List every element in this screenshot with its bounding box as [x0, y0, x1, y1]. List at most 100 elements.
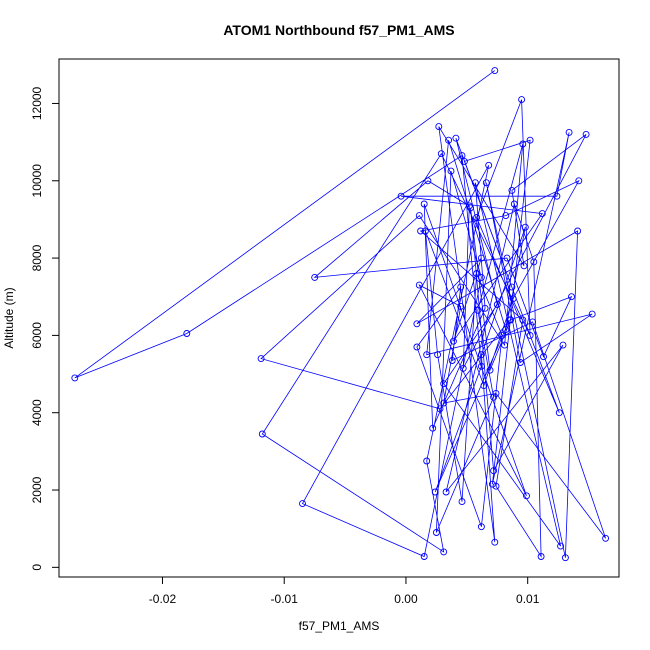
x-tick-label: -0.01	[271, 592, 299, 606]
data-point	[415, 212, 423, 220]
data-point	[490, 393, 498, 401]
x-axis: -0.02 -0.01 0.00 0.01	[149, 577, 540, 606]
data-point	[420, 553, 428, 560]
data-point	[415, 281, 423, 289]
data-point	[488, 480, 496, 488]
data-point	[473, 214, 481, 221]
data-point	[440, 380, 448, 388]
data-point	[457, 302, 465, 310]
data-point	[440, 548, 448, 556]
data-point	[557, 542, 565, 550]
y-tick-label: 8000	[30, 244, 44, 271]
data-point	[502, 326, 510, 334]
data-point	[459, 364, 467, 372]
data-point	[574, 227, 582, 235]
data-point	[435, 123, 443, 131]
data-point	[417, 227, 425, 235]
x-axis-label: f57_PM1_AMS	[299, 619, 380, 633]
series-layer	[71, 67, 610, 562]
data-point	[540, 353, 547, 361]
y-tick-label: 2000	[30, 476, 44, 503]
data-point	[449, 337, 457, 345]
data-point	[436, 405, 444, 413]
y-tick-label: 6000	[30, 322, 44, 349]
y-tick-label: 4000	[30, 399, 44, 426]
data-point	[498, 331, 506, 339]
data-point	[71, 374, 79, 382]
data-point	[465, 202, 473, 210]
x-tick-label: -0.02	[149, 592, 177, 606]
y-axis: 0 2000 4000 6000 8000 10000 12000	[30, 86, 59, 571]
data-point	[602, 534, 610, 542]
data-point	[467, 204, 474, 212]
data-point	[568, 293, 575, 301]
y-axis-label: Altitude (m)	[2, 287, 16, 348]
data-point	[503, 254, 511, 262]
data-point	[311, 273, 319, 281]
data-point	[445, 136, 453, 144]
data-point	[258, 430, 266, 438]
data-point	[458, 152, 466, 160]
data-point	[490, 467, 498, 475]
y-tick-label: 0	[30, 564, 44, 571]
data-point	[452, 134, 460, 142]
data-point	[492, 482, 500, 490]
data-point	[526, 331, 534, 339]
data-point	[523, 492, 530, 500]
data-point	[473, 270, 481, 277]
data-point	[502, 212, 510, 220]
data-point	[481, 304, 489, 312]
data-point	[477, 523, 485, 531]
data-point	[423, 457, 431, 465]
data-point	[565, 128, 573, 136]
data-point	[257, 355, 265, 363]
chart-title: ATOM1 Northbound f57_PM1_AMS	[223, 22, 454, 38]
data-point	[421, 227, 429, 235]
data-point	[477, 254, 485, 262]
data-point	[480, 382, 488, 390]
data-point	[492, 389, 500, 397]
data-point	[429, 424, 437, 432]
data-point	[431, 488, 439, 496]
data-point	[509, 295, 517, 303]
data-point	[477, 362, 485, 370]
data-point	[538, 210, 546, 218]
data-point	[526, 136, 534, 144]
data-point	[471, 179, 479, 187]
data-point	[432, 529, 440, 536]
data-point	[183, 330, 191, 337]
data-point	[588, 310, 596, 318]
data-point	[397, 192, 405, 200]
data-point	[559, 341, 567, 349]
data-point	[482, 179, 490, 187]
data-point	[447, 167, 455, 175]
data-point	[485, 161, 493, 169]
data-point	[510, 200, 518, 208]
plot-frame	[58, 58, 620, 578]
data-point	[501, 341, 509, 349]
y-tick-label: 12000	[30, 86, 44, 120]
data-point	[458, 498, 466, 506]
data-point	[537, 553, 545, 560]
data-point	[457, 283, 465, 291]
series-line	[74, 70, 606, 558]
data-point	[520, 262, 528, 270]
data-point	[582, 130, 590, 138]
data-point	[420, 200, 428, 208]
data-point	[516, 359, 524, 366]
data-point	[519, 140, 527, 148]
data-point	[486, 366, 494, 374]
data-point	[424, 177, 432, 185]
data-point	[519, 316, 527, 324]
data-point	[413, 343, 421, 351]
data-point	[518, 96, 526, 104]
data-point	[437, 150, 445, 158]
data-point	[413, 320, 421, 328]
data-point	[423, 351, 431, 359]
data-point	[575, 177, 583, 185]
data-point	[434, 351, 442, 359]
data-point	[555, 409, 563, 417]
data-point	[474, 306, 482, 314]
data-point	[491, 67, 499, 75]
